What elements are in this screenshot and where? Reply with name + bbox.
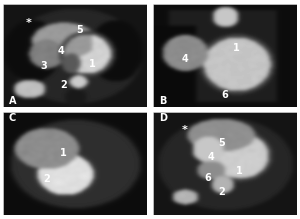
Text: A: A bbox=[9, 96, 16, 106]
Text: 2: 2 bbox=[60, 80, 67, 90]
Text: 1: 1 bbox=[89, 59, 96, 69]
Text: 1: 1 bbox=[236, 166, 243, 176]
Text: B: B bbox=[159, 96, 166, 106]
Text: 1: 1 bbox=[233, 43, 240, 53]
Text: 6: 6 bbox=[204, 173, 211, 183]
Text: 4: 4 bbox=[181, 54, 188, 64]
Text: 3: 3 bbox=[40, 61, 47, 71]
Text: *: * bbox=[182, 125, 188, 135]
Text: *: * bbox=[26, 18, 32, 28]
Text: 6: 6 bbox=[222, 90, 228, 100]
Text: 5: 5 bbox=[219, 138, 226, 148]
Text: 4: 4 bbox=[57, 46, 64, 56]
Text: C: C bbox=[9, 113, 16, 123]
Text: 1: 1 bbox=[60, 148, 67, 158]
Text: 2: 2 bbox=[43, 174, 50, 184]
Text: 4: 4 bbox=[207, 152, 214, 162]
Text: D: D bbox=[159, 113, 167, 123]
Text: 5: 5 bbox=[76, 25, 83, 35]
Text: 2: 2 bbox=[219, 187, 226, 197]
